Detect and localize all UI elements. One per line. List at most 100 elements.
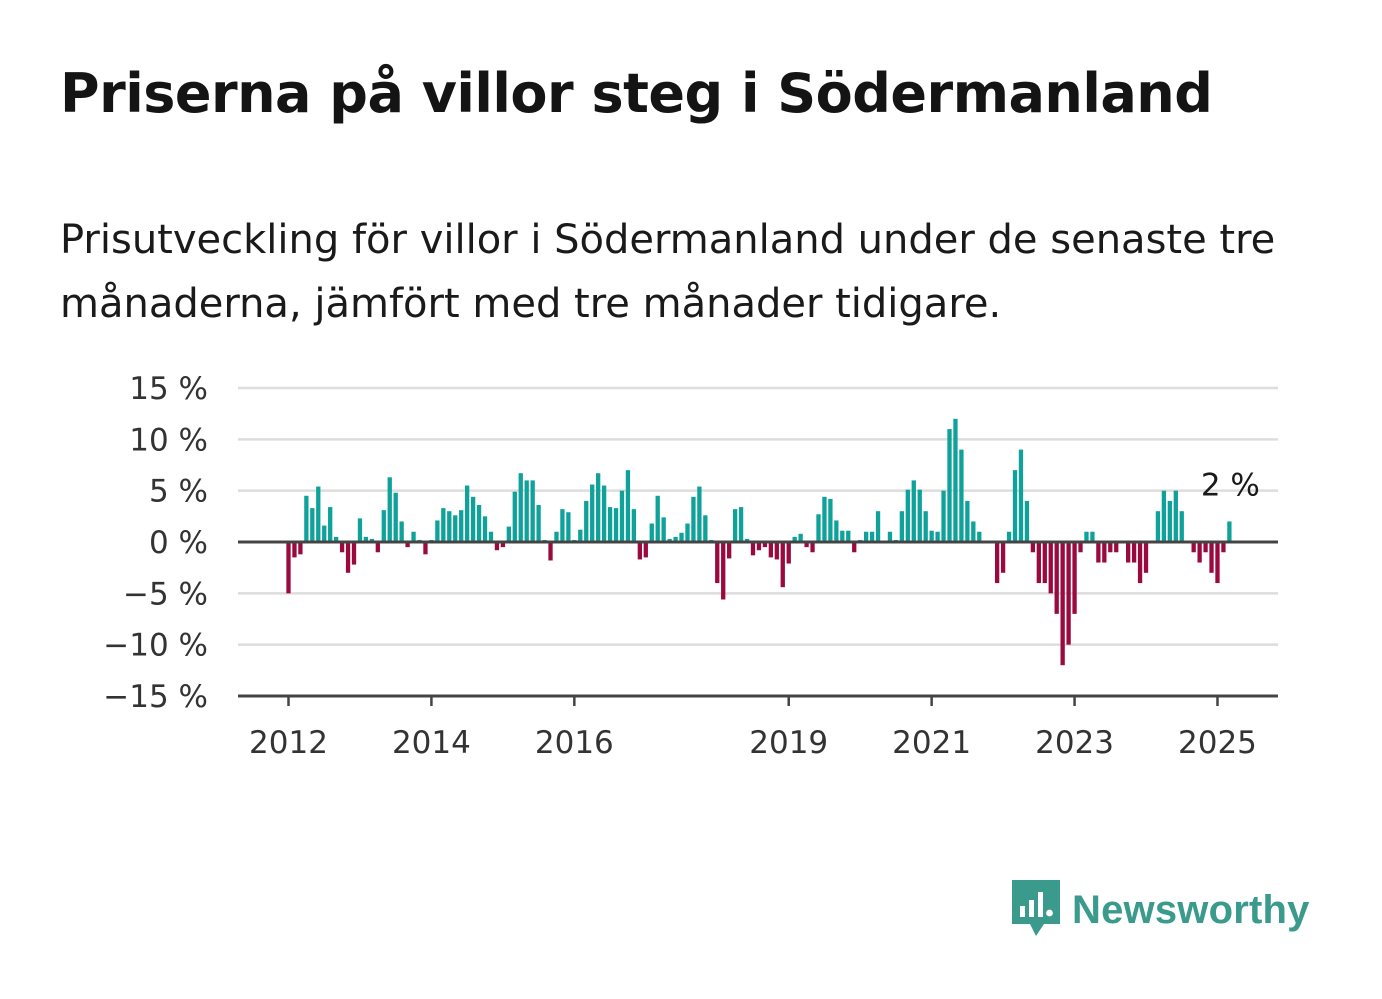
bar: [965, 500, 970, 542]
bar: [613, 508, 619, 542]
y-tick-label: 0 %: [149, 525, 208, 561]
bar: [655, 495, 660, 542]
y-tick-label: 15 %: [129, 371, 208, 407]
x-tick-label: 2019: [749, 725, 828, 761]
chart-title: Priserna på villor steg i Södermanland: [60, 62, 1213, 125]
bar: [393, 492, 398, 542]
bar: [774, 542, 779, 560]
bar: [905, 489, 910, 542]
bar: [637, 542, 642, 560]
bar: [780, 542, 785, 588]
bar: [435, 520, 440, 542]
bar: [792, 536, 797, 542]
bar: [935, 531, 940, 542]
bar: [1084, 531, 1089, 542]
bar: [1126, 542, 1131, 563]
bar: [1048, 542, 1053, 594]
bar: [518, 473, 523, 542]
bar: [1042, 542, 1047, 584]
bar: [476, 505, 482, 542]
bar: [697, 486, 702, 542]
bar: [607, 507, 613, 542]
bar: [601, 485, 607, 542]
bar: [512, 491, 517, 542]
y-tick-label: −15 %: [103, 679, 208, 715]
bar: [1131, 542, 1137, 563]
bar: [619, 490, 625, 542]
bar: [339, 542, 345, 553]
y-tick-label: 5 %: [149, 474, 208, 510]
bar: [917, 489, 922, 542]
x-tick-label: 2023: [1035, 725, 1114, 761]
bar: [727, 542, 732, 559]
bar: [1143, 542, 1149, 573]
bar: [685, 523, 690, 542]
bar: [1137, 542, 1143, 584]
y-tick-label: −10 %: [103, 628, 208, 664]
bar: [846, 530, 851, 542]
bar: [834, 520, 839, 542]
bar: [631, 509, 637, 542]
bar: [863, 531, 869, 542]
newsworthy-logo-icon: [1010, 878, 1062, 942]
bar: [536, 505, 541, 542]
bar: [852, 542, 857, 553]
bar: [804, 542, 809, 548]
bar: [286, 542, 291, 594]
bar: [423, 542, 428, 555]
bar: [1209, 542, 1214, 573]
bar: [333, 536, 339, 542]
bar: [465, 485, 470, 542]
bar: [506, 526, 511, 542]
bar: [667, 538, 672, 542]
bar: [1215, 542, 1220, 584]
bar: [369, 538, 375, 542]
bar: [399, 521, 404, 542]
bar: [590, 484, 595, 542]
bar: [1227, 521, 1232, 542]
bar: [715, 542, 720, 584]
bar: [1108, 542, 1113, 553]
bar: [316, 486, 321, 542]
bar: [959, 449, 964, 542]
bar: [405, 542, 410, 548]
bar: [560, 509, 565, 542]
bar: [1179, 511, 1184, 542]
chart-subtitle: Prisutveckling för villor i Södermanland…: [60, 217, 1276, 327]
bar: [566, 512, 571, 542]
bar: [1072, 542, 1077, 614]
bar: [1066, 542, 1071, 645]
bar: [673, 536, 678, 542]
bar: [1114, 542, 1119, 553]
bar: [1030, 542, 1036, 553]
x-tick-label: 2014: [392, 725, 471, 761]
bar: [994, 542, 1000, 584]
bar: [840, 530, 845, 542]
bar: [554, 531, 559, 542]
bar: [482, 516, 488, 542]
bar: [310, 508, 315, 542]
bar: [1102, 542, 1107, 563]
bar: [381, 510, 386, 542]
newsworthy-logo-text: Newsworthy: [1072, 887, 1310, 932]
y-tick-label: −5 %: [123, 576, 208, 612]
bar: [941, 490, 946, 542]
bar: [1060, 542, 1065, 666]
bar: [625, 470, 631, 542]
bar: [899, 511, 905, 542]
bar: [441, 508, 446, 542]
bar: [453, 515, 458, 542]
bar: [548, 542, 553, 561]
bar: [744, 538, 750, 542]
bar: [786, 542, 791, 564]
bar: [691, 496, 696, 542]
bar: [887, 531, 893, 542]
bar: [322, 525, 327, 542]
bar: [1036, 542, 1041, 584]
bar: [596, 473, 601, 542]
bar: [750, 542, 756, 556]
bar: [1167, 500, 1172, 542]
bar: [911, 480, 916, 542]
bar-chart: 15 % 10 % 5 % 0 % −5 % −10 % −15 % 2012 2014 2016…: [103, 371, 1278, 761]
bar: [1024, 500, 1030, 542]
